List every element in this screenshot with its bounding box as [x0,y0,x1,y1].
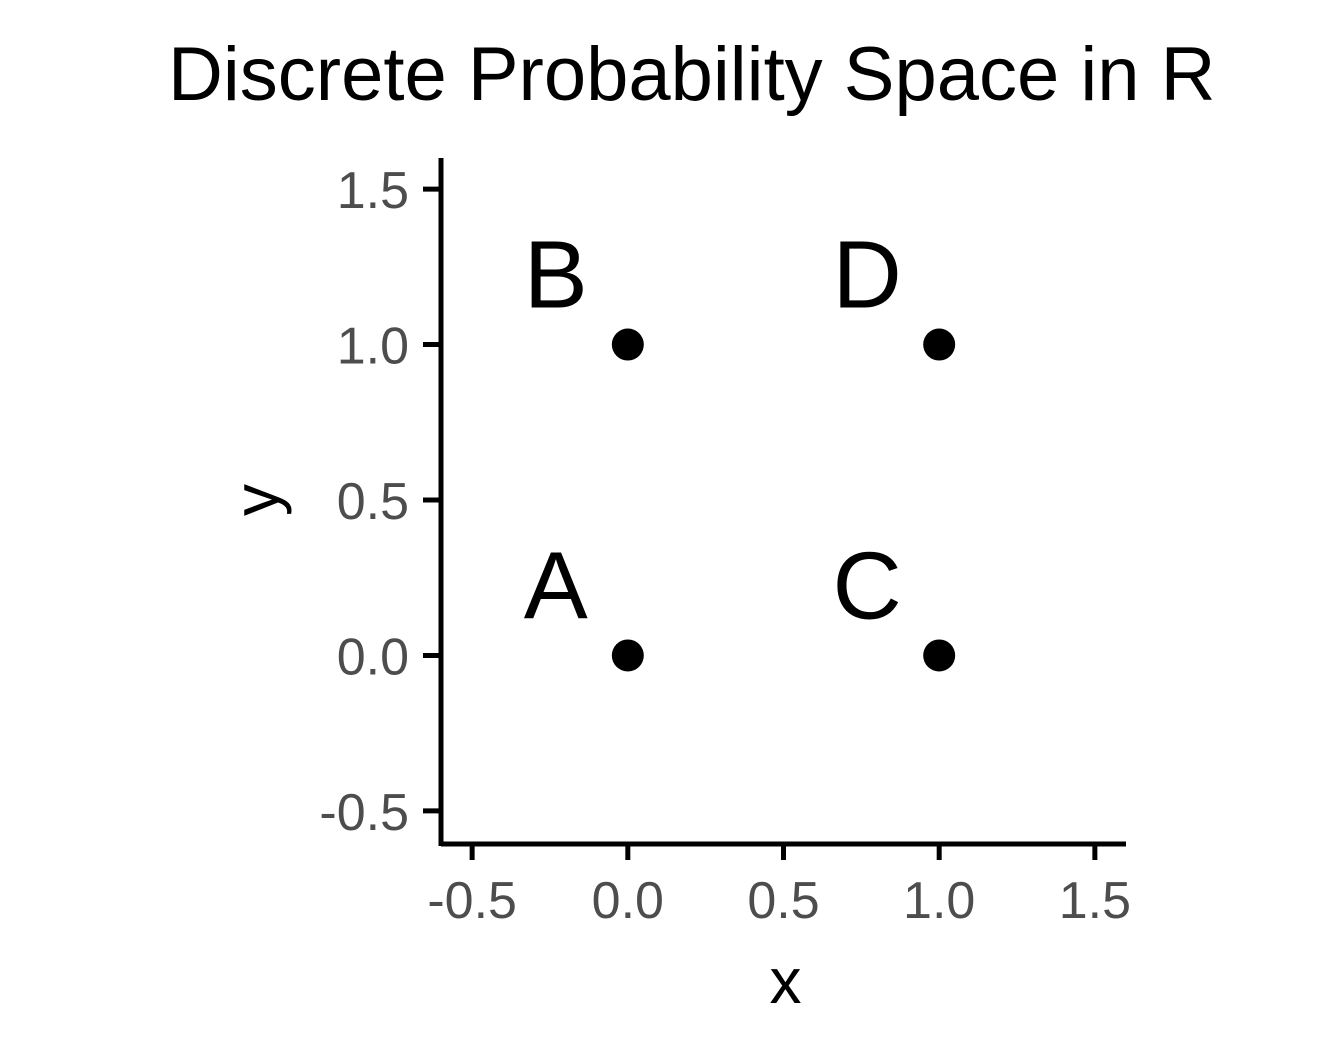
x-tick-label: 0.0 [592,872,664,930]
chart-title: Discrete Probability Space in R [168,32,1216,117]
point-labels: A B C D [524,222,902,640]
data-point-a [611,639,644,672]
y-axis-title: y [220,484,292,516]
x-tick-label: 1.5 [1059,872,1131,930]
x-axis-title: x [770,945,802,1017]
point-label-b: B [524,222,588,329]
y-tick-label: -0.5 [319,784,409,842]
x-tick-label: 1.0 [903,872,975,930]
point-label-a: A [524,532,588,639]
x-tick-label: -0.5 [427,872,517,930]
y-tick-label: 1.5 [337,162,409,220]
axes: -0.5 0.0 0.5 1.0 1.5 -0.5 0.0 0.5 1.0 1.5 [319,158,1131,930]
data-point-d [923,328,956,361]
point-label-d: D [833,222,902,329]
y-tick-label: 1.0 [337,318,409,376]
data-point-b [611,328,644,361]
data-point-c [923,639,956,672]
point-label-c: C [833,532,902,639]
y-tick-label: 0.5 [337,473,409,531]
y-tick-label: 0.0 [337,628,409,686]
x-tick-label: 0.5 [747,872,819,930]
data-points [611,328,956,672]
